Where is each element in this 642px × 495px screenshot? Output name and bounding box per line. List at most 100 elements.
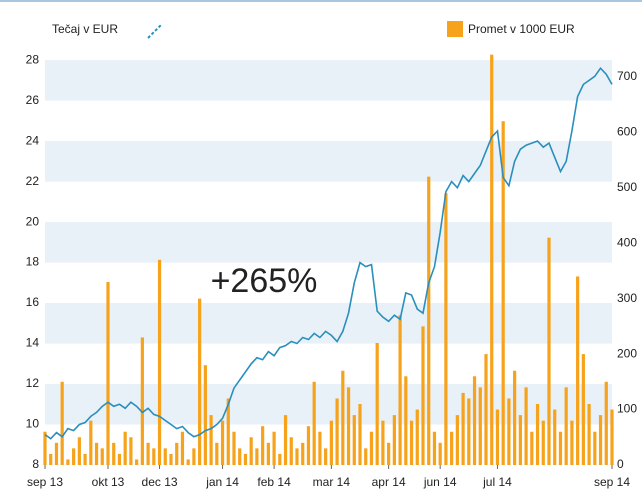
- grid-band: [45, 384, 612, 425]
- volume-bar: [278, 453, 282, 465]
- volume-bar: [306, 426, 311, 465]
- volume-bar: [432, 431, 437, 465]
- volume-bar: [60, 381, 64, 465]
- y-tick-label: 14: [26, 336, 40, 350]
- volume-bar: [198, 298, 202, 465]
- x-tick-label: okt 13: [92, 475, 125, 489]
- volume-bar: [203, 365, 207, 465]
- volume-bar: [232, 431, 236, 465]
- x-tick-label: jan 14: [205, 475, 239, 489]
- legend-label: Tečaj v EUR: [52, 22, 118, 36]
- volume-bar: [192, 448, 196, 465]
- x-tick-label: jul 14: [482, 475, 512, 489]
- volume-bar: [587, 404, 591, 465]
- volume-bar: [524, 387, 528, 465]
- volume-bar: [94, 442, 99, 465]
- volume-bar: [89, 420, 93, 465]
- volume-bar: [169, 453, 173, 465]
- volume-bar: [243, 453, 248, 465]
- grid-band: [45, 303, 612, 344]
- volume-bar: [106, 282, 110, 465]
- y2-tick-label: 0: [617, 457, 624, 471]
- volume-bar: [467, 398, 471, 465]
- volume-bar: [398, 315, 402, 465]
- volume-bar: [352, 415, 356, 465]
- volume-bar: [329, 420, 333, 465]
- volume-bar: [610, 409, 614, 465]
- volume-bar: [346, 387, 351, 465]
- volume-bar: [152, 448, 156, 465]
- volume-bar: [54, 442, 59, 465]
- volume-bar: [547, 237, 551, 465]
- volume-bar: [49, 453, 53, 465]
- y-tick-label: 10: [26, 417, 40, 431]
- x-tick-label: mar 14: [313, 475, 351, 489]
- volume-bar: [381, 420, 385, 465]
- volume-bar: [66, 459, 70, 465]
- volume-bar: [593, 431, 597, 465]
- volume-bar: [444, 193, 448, 465]
- volume-bar: [209, 415, 213, 465]
- volume-bar: [570, 420, 574, 465]
- volume-bar: [490, 54, 494, 465]
- volume-bar: [581, 354, 585, 465]
- volume-bar: [123, 431, 127, 465]
- volume-bar: [77, 437, 81, 465]
- volume-bar: [324, 448, 328, 465]
- volume-bar: [455, 415, 459, 465]
- y2-tick-label: 300: [617, 291, 637, 305]
- volume-bar: [295, 448, 299, 465]
- volume-bar: [238, 448, 242, 465]
- grid-band: [45, 141, 612, 182]
- volume-bar: [140, 337, 144, 465]
- volume-bar: [266, 442, 270, 465]
- volume-bar: [220, 420, 225, 465]
- legend-label: Promet v 1000 EUR: [468, 22, 575, 36]
- y-tick-label: 26: [26, 93, 40, 107]
- volume-bar: [272, 431, 276, 465]
- x-tick-label: dec 13: [142, 475, 178, 489]
- legend-swatch: [447, 21, 463, 37]
- price-line: [44, 66, 613, 440]
- volume-bar: [501, 121, 505, 465]
- volume-bar: [484, 354, 488, 465]
- volume-bar: [415, 409, 419, 465]
- x-tick-label: sep 14: [594, 475, 630, 489]
- volume-bar: [180, 431, 185, 465]
- volume-bar: [518, 415, 522, 465]
- y2-tick-label: 200: [617, 346, 637, 360]
- y-tick-label: 24: [26, 133, 40, 147]
- volume-bar: [387, 442, 391, 465]
- volume-bar: [375, 343, 379, 465]
- y2-tick-label: 400: [617, 235, 637, 249]
- y2-tick-label: 100: [617, 402, 637, 416]
- x-tick-label: feb 14: [257, 475, 291, 489]
- volume-bar: [83, 453, 87, 465]
- volume-bar: [335, 398, 339, 465]
- volume-bar: [427, 176, 431, 466]
- y-tick-label: 12: [26, 376, 40, 390]
- grid-band: [45, 60, 612, 101]
- volume-bar: [283, 415, 288, 465]
- volume-bar: [535, 404, 540, 465]
- volume-bar: [461, 392, 465, 465]
- volume-bar: [404, 376, 408, 465]
- volume-bar: [495, 409, 500, 465]
- volume-bar: [100, 448, 104, 465]
- grid-band: [45, 222, 612, 263]
- volume-bar: [450, 431, 454, 465]
- y2-tick-label: 500: [617, 180, 637, 194]
- volume-bar: [163, 448, 167, 465]
- volume-bar: [175, 442, 179, 465]
- volume-bar: [358, 404, 362, 465]
- volume-bar: [392, 415, 396, 465]
- volume-bar: [553, 409, 557, 465]
- y-tick-label: 16: [26, 295, 40, 309]
- volume-bar: [369, 431, 374, 465]
- volume-bar: [318, 431, 322, 465]
- volume-bar: [541, 420, 545, 465]
- volume-bar: [112, 442, 116, 465]
- volume-bar: [530, 431, 534, 465]
- annotation: +265%: [211, 262, 318, 300]
